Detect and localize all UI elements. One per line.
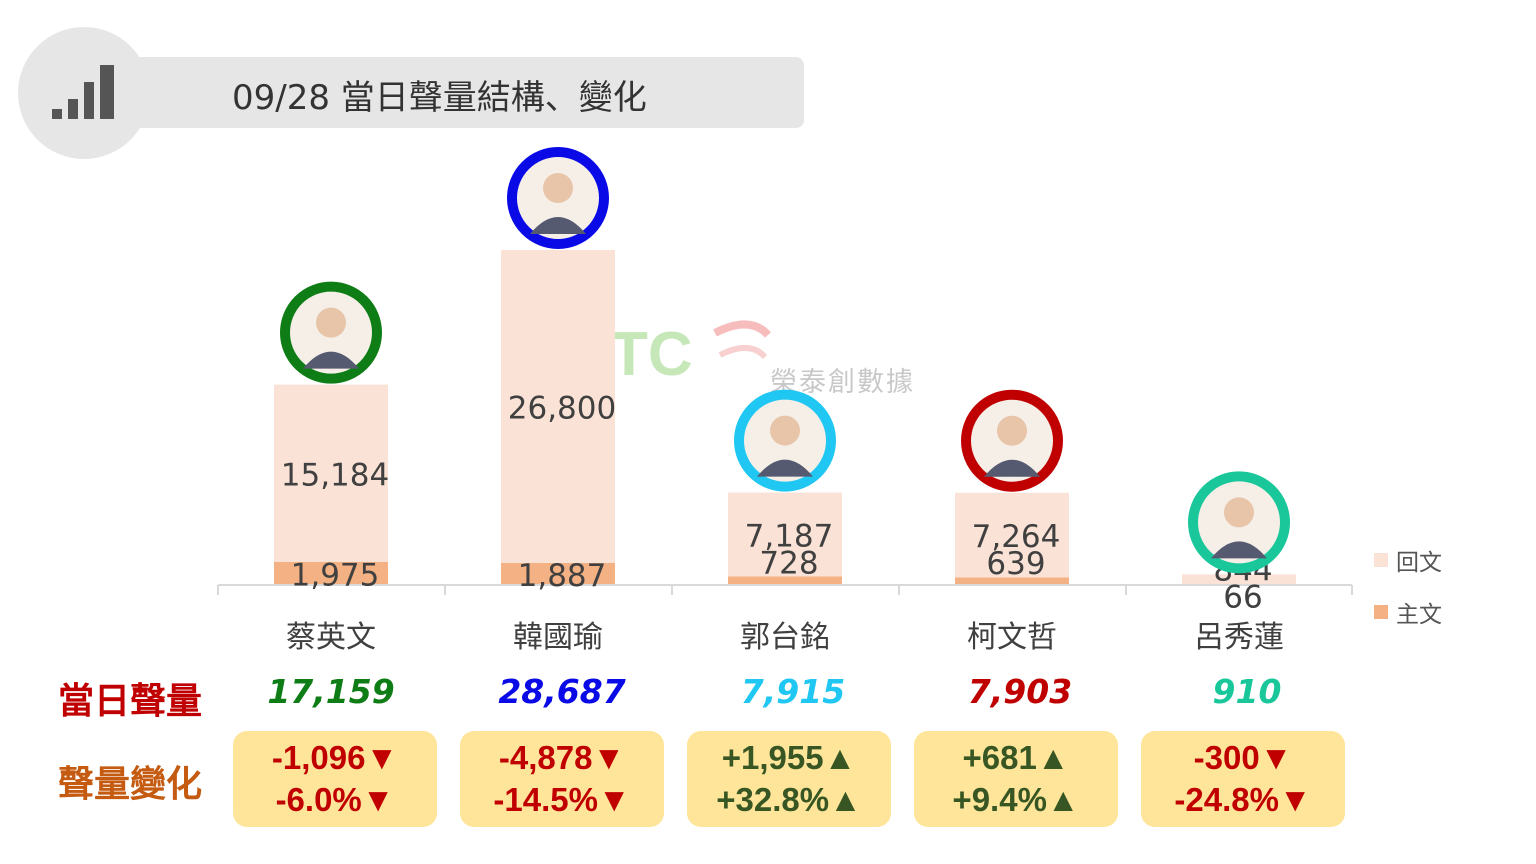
total-value: 17,159 [267,672,395,711]
change-count: +1,955▲ [721,739,857,776]
change-box: +681▲ +9.4%▲ [914,731,1118,827]
value-label-main: 66 [1223,579,1262,615]
avatars-layer [280,147,1290,574]
total-value: 910 [1212,672,1282,711]
legend-swatch-main [1374,605,1388,619]
bar-reply [274,384,388,562]
change-count: -1,096▼ [271,739,399,776]
bar-main [274,561,388,585]
bar-main [955,577,1069,585]
value-label-reply: 26,800 [508,390,616,426]
avatar-body [984,459,1040,477]
change-percent: +9.4%▲ [952,781,1080,818]
candidate-avatar [280,281,382,384]
category-label: 蔡英文 [286,620,376,655]
legend-label-main: 主文 [1396,602,1442,628]
legend-swatch-reply [1374,553,1388,567]
bar-main [728,576,842,585]
category-label: 韓國瑜 [513,620,603,655]
candidate-avatar [507,147,609,249]
change-percent: -24.8%▼ [1174,781,1312,818]
watermark-letters: TC [610,320,693,389]
change-count: -300▼ [1193,739,1293,776]
ticks-layer [217,585,1353,595]
total-row-label: 當日聲量 [58,681,203,722]
avatar-body [1211,541,1267,559]
value-label-main: 639 [986,546,1045,582]
change-box: -4,878▼ -14.5%▼ [460,731,664,827]
candidate-avatar [734,389,836,492]
page-title: 09/28 當日聲量結構、變化 [232,78,647,118]
avatar-face [316,307,346,338]
avatar-body [530,217,586,234]
bar-reply [955,492,1069,578]
avatar-face [543,173,573,203]
bar-chart-icon [52,65,114,119]
category-label: 郭台銘 [740,620,830,655]
header-bar [100,57,804,128]
avatar-body [303,351,359,369]
value-labels-layer: 15,1841,97526,8001,8877,1877287,26463984… [281,390,1273,615]
value-label-reply: 7,187 [745,519,834,555]
change-percent: -6.0%▼ [275,781,395,818]
avatar-face [1224,497,1254,528]
value-label-main: 728 [759,546,818,582]
legend-item-reply: 回文 [1374,543,1442,577]
avatar-face [997,415,1027,446]
change-percent: +32.8%▲ [716,781,862,818]
legend-label-reply: 回文 [1396,550,1442,576]
bar-reply [1182,574,1296,585]
candidate-avatar [1188,471,1290,574]
change-row-label: 聲量變化 [58,764,203,805]
bar-main [501,562,615,585]
bar-reply [501,250,615,563]
watermark-logo: TC [610,320,771,389]
legend-item-main: 主文 [1374,595,1442,629]
category-label: 柯文哲 [967,620,1057,655]
change-percent: -14.5%▼ [493,781,631,818]
change-box: -1,096▼ -6.0%▼ [233,731,437,827]
total-value: 7,903 [967,672,1073,711]
total-value: 7,915 [740,672,846,711]
bars-layer [274,250,1296,585]
value-label-reply: 15,184 [281,457,389,493]
value-label-main: 1,975 [291,557,380,593]
avatar-body [757,459,813,477]
category-label: 呂秀蓮 [1194,620,1284,655]
change-count: +681▲ [962,739,1070,776]
value-label-main: 1,887 [518,558,607,594]
bar-reply [728,492,842,577]
total-value: 28,687 [498,672,626,711]
value-label-reply: 7,264 [972,519,1061,555]
category-labels-layer: 蔡英文 韓國瑜 郭台銘 柯文哲 呂秀蓮 [286,620,1284,655]
change-count: -4,878▼ [498,739,626,776]
change-box: +1,955▲ +32.8%▲ [687,731,891,827]
change-box: -300▼ -24.8%▼ [1141,731,1345,827]
candidate-avatar [961,389,1063,492]
avatar-face [770,415,800,446]
